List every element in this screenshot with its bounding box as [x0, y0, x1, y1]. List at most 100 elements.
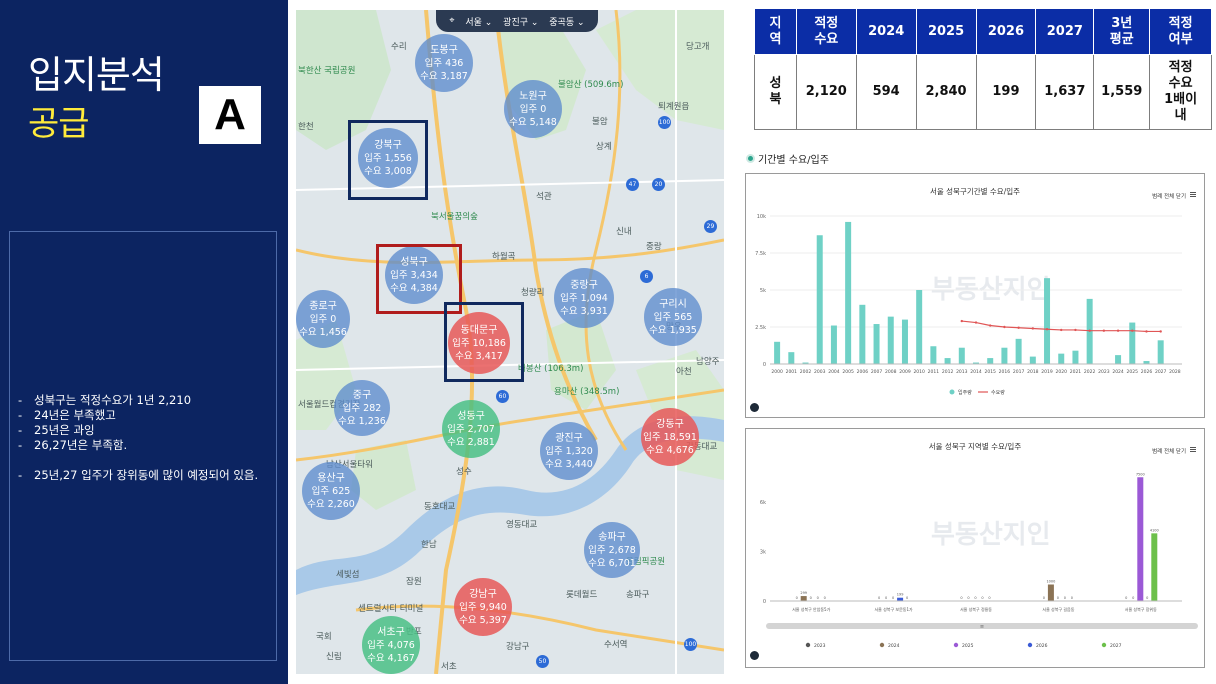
chart-scrollbar [766, 623, 1198, 629]
table-header: 적정 수요 [795, 8, 857, 55]
table-cell: 1,637 [1035, 54, 1095, 130]
demand-point [1159, 330, 1162, 333]
route-marker-icon: 47 [626, 178, 639, 191]
supply-bar [901, 319, 908, 364]
place-label: 한천 [298, 122, 314, 132]
bar-value-label: 199 [897, 593, 904, 597]
district-marker-gangdong[interactable]: 강동구 입주 18,591 수요 4,676 [641, 408, 699, 466]
slide-title: 입지분석 [28, 53, 165, 97]
y-tick-label: 0 [763, 362, 766, 368]
district-supply: 입주 0 [519, 103, 547, 115]
legend-label: 2023 [814, 643, 826, 649]
table-cell: 2,120 [795, 54, 857, 130]
supply-bar [859, 304, 866, 364]
district-demand: 수요 3,931 [560, 305, 608, 317]
bar-value-label: 0 [796, 596, 798, 600]
supply-bar [802, 362, 809, 364]
district-marker-songpa[interactable]: 송파구 입주 2,678 수요 6,701 [584, 522, 640, 578]
place-label: 퇴계원읍 [658, 102, 690, 112]
demand-point [1131, 329, 1134, 332]
x-tick-label: 2004 [828, 369, 840, 375]
table-header: 2027 [1035, 8, 1095, 55]
district-marker-jungnang[interactable]: 중랑구 입주 1,094 수요 3,931 [554, 268, 614, 328]
menu-icon[interactable] [1190, 192, 1196, 197]
place-label: 동호대교 [424, 502, 456, 512]
map-location-bar[interactable]: ⌖ 서울 ⌄ 광진구 ⌄ 중곡동 ⌄ [436, 10, 598, 32]
x-tick-label: 2024 [1112, 369, 1124, 375]
legend-label: 수요량 [991, 389, 1005, 396]
map-base [296, 10, 724, 674]
place-label: 불암산 (509.6m) [558, 80, 624, 90]
district-marker-dongdaemun[interactable]: 동대문구 입주 10,186 수요 3,417 [448, 312, 510, 374]
x-tick-label: 서울 성북구 장위동 [1125, 606, 1157, 612]
chevron-down-icon: ⌄ [577, 17, 585, 28]
supply-bar [816, 235, 823, 364]
slide-subtitle: 공급 [28, 104, 90, 144]
district-marker-dobong[interactable]: 도봉구 입주 436 수요 3,187 [415, 34, 473, 92]
y-tick-label: 2.5k [755, 325, 766, 331]
scrollbar-grip-icon: ≡ [980, 624, 984, 630]
bar-value-label: 0 [1125, 596, 1127, 600]
legend-toggle-button[interactable]: 범례 전체 닫기 [1152, 449, 1186, 455]
demand-point [1031, 327, 1035, 330]
district-name: 중랑구 [570, 279, 598, 291]
district-marker-seocho[interactable]: 서초구 입주 4,076 수요 4,167 [362, 616, 420, 674]
bar-value-label: 299 [800, 591, 807, 595]
place-label: 남산서울타워 [326, 460, 373, 470]
place-label: 석관 [536, 192, 552, 202]
place-label: 청량리 [521, 288, 545, 298]
y-tick-label: 10k [757, 214, 766, 220]
district-marker-gangbuk[interactable]: 강북구 입주 1,556 수요 3,008 [358, 128, 418, 188]
place-label: 신림 [326, 652, 342, 662]
region-bar [1047, 584, 1054, 601]
district-marker-gwangjin[interactable]: 광진구 입주 1,320 수요 3,440 [540, 422, 598, 480]
district-marker-guri[interactable]: 구리시 입주 565 수요 1,935 [644, 288, 702, 346]
notes-list: 성북구는 적정수요가 1년 2,210 24년은 부족했고 25년은 과잉 26… [18, 393, 268, 483]
region-bar [1137, 477, 1144, 601]
district-demand: 수요 4,384 [390, 282, 438, 294]
district-marker-jongno[interactable]: 종로구 입주 0 수요 1,456 [296, 290, 350, 348]
bar-value-label: 0 [981, 596, 983, 600]
district-marker-seongdong[interactable]: 성동구 입주 2,707 수요 2,881 [442, 400, 500, 458]
place-label: 용마산 (348.5m) [554, 387, 620, 397]
y-tick-label: 3k [760, 550, 766, 556]
section-badge: A [199, 86, 261, 144]
breadcrumb-city[interactable]: 서울 ⌄ [465, 15, 492, 28]
table-header: 2025 [915, 8, 977, 55]
district-marker-gangnam[interactable]: 강남구 입주 9,940 수요 5,397 [454, 578, 512, 636]
menu-icon[interactable] [1190, 447, 1196, 452]
table-cell: 199 [975, 54, 1037, 130]
x-tick-label: 2011 [928, 369, 940, 375]
breadcrumb-district[interactable]: 광진구 ⌄ [503, 15, 538, 28]
place-label: 배봉산 (106.3m) [518, 364, 584, 374]
demand-point [1074, 328, 1077, 332]
district-marker-nowon[interactable]: 노원구 입주 0 수요 5,148 [504, 80, 562, 138]
demand-point [1045, 328, 1049, 331]
x-tick-label: 2022 [1084, 369, 1096, 375]
y-tick-label: 7.5k [755, 251, 766, 257]
place-label: 서초 [441, 662, 457, 672]
place-label: 센트럴시티 터미널 [358, 604, 424, 614]
district-marker-junggu[interactable]: 중구 입주 282 수요 1,236 [334, 380, 390, 436]
district-marker-seongbuk[interactable]: 성북구 입주 3,434 수요 4,384 [385, 246, 443, 304]
place-label: 롯데월드 [566, 590, 598, 600]
district-name: 송파구 [598, 531, 626, 543]
bar-value-label: 0 [892, 596, 894, 600]
legend-toggle-button[interactable]: 범례 전체 닫기 [1152, 194, 1186, 200]
bar-value-label: 0 [988, 596, 990, 600]
district-supply: 입주 0 [309, 313, 337, 325]
bar-value-label: 0 [1146, 596, 1148, 600]
district-marker-yongsan[interactable]: 용산구 입주 625 수요 2,260 [302, 462, 360, 520]
breadcrumb-dong[interactable]: 중곡동 ⌄ [549, 15, 584, 28]
highlight-box-dongdaemun [444, 302, 524, 382]
supply-bar [845, 221, 852, 364]
demand-point [989, 324, 992, 327]
district-map[interactable]: ⌖ 서울 ⌄ 광진구 ⌄ 중곡동 ⌄ 북한산 국립공원 불암산 (509.6m)… [296, 10, 724, 674]
district-supply: 입주 18,591 [643, 431, 697, 443]
bar-value-label: 1000 [1046, 580, 1055, 584]
district-supply: 입주 2,707 [447, 423, 495, 435]
district-supply: 입주 9,940 [459, 601, 507, 613]
district-supply: 입주 1,556 [364, 152, 412, 164]
district-name: 강남구 [469, 588, 497, 600]
x-tick-label: 2012 [942, 369, 954, 375]
